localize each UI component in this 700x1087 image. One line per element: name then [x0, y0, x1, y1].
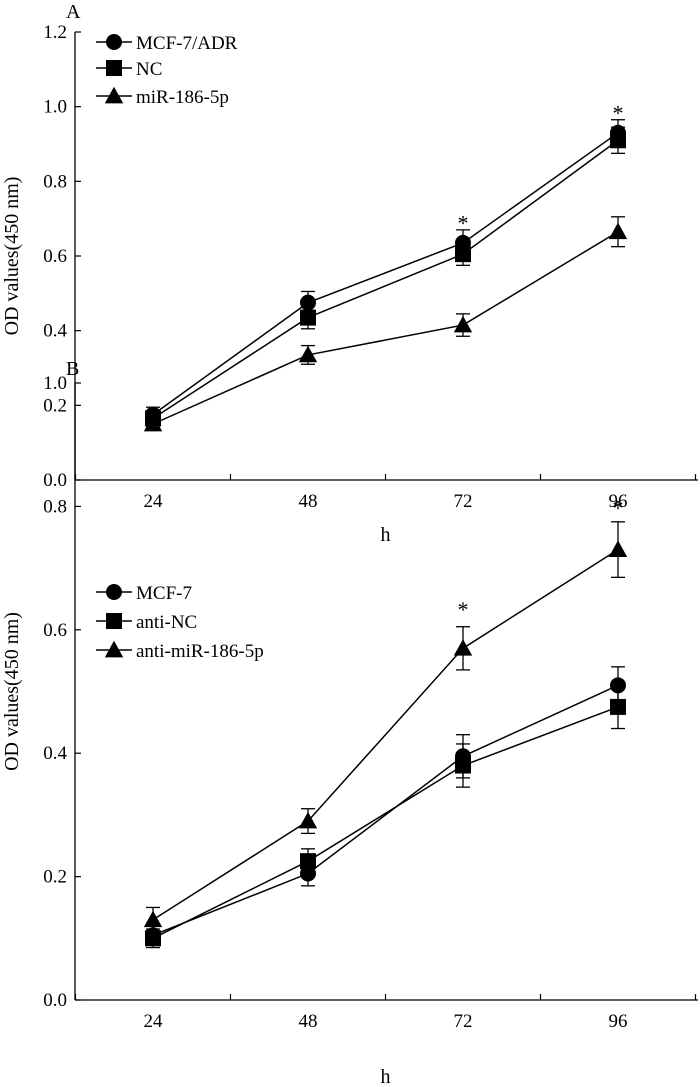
data-point	[610, 132, 626, 149]
chart-panel-a: A 0.0 0.2 0.4 0.6 0.8 1.0 1.2 24 48 72 96 h OD values…	[1, 1, 698, 546]
panel-letter: B	[66, 358, 79, 380]
data-point	[143, 910, 163, 928]
legend-marker	[104, 86, 124, 104]
legend-marker	[106, 613, 122, 629]
data-point	[300, 309, 316, 326]
y-tick-label: 0.0	[43, 990, 67, 1011]
legend-marker	[106, 60, 122, 76]
data-point	[455, 246, 471, 263]
significance-star: *	[613, 495, 624, 520]
legend-marker	[106, 584, 122, 600]
y-axis-title: OD values(450 nm)	[1, 612, 23, 771]
legend-marker	[106, 34, 122, 50]
y-tick-label: 1.0	[43, 97, 67, 118]
series-line	[152, 706, 619, 939]
y-tick-label: 0.6	[43, 620, 67, 641]
y-tick-label: 0.0	[43, 470, 67, 491]
significance-star: *	[458, 211, 469, 236]
series-line	[152, 548, 619, 921]
significance-star: *	[613, 101, 624, 126]
y-tick-label: 1.2	[43, 22, 67, 43]
legend-label: anti-miR-186-5p	[136, 641, 264, 662]
data-point	[143, 414, 163, 432]
series-anti-mir-186-5p	[143, 521, 628, 933]
legend-label: MCF-7/ADR	[136, 33, 238, 54]
y-tick-label: 0.2	[43, 395, 67, 416]
x-axis-title: h	[381, 1066, 391, 1087]
x-tick-label: 96	[609, 1011, 628, 1032]
x-tick-label: 72	[454, 1011, 473, 1032]
data-point	[455, 757, 471, 774]
y-tick-label: 0.8	[43, 496, 67, 517]
series-mir-186-5p	[143, 216, 628, 432]
x-tick-label: 96	[609, 491, 628, 512]
y-tick-label: 1.0	[43, 373, 67, 394]
significance-star: *	[458, 597, 469, 622]
legend-marker	[104, 640, 124, 658]
x-tick-label: 24	[144, 491, 164, 512]
data-point	[453, 315, 473, 333]
series-anti-nc	[145, 684, 626, 949]
legend-label: miR-186-5p	[136, 87, 229, 108]
x-tick-label: 72	[454, 491, 473, 512]
legend-label: NC	[136, 59, 162, 80]
series-line	[152, 684, 619, 936]
y-tick-label: 0.6	[43, 246, 67, 267]
y-tick-label: 0.2	[43, 867, 67, 888]
series-line	[152, 139, 619, 420]
data-point	[608, 540, 628, 557]
y-axis-title: OD values(450 nm)	[1, 177, 23, 336]
legend-label: anti-NC	[136, 612, 197, 633]
y-tick-label: 0.4	[43, 321, 67, 342]
data-point	[610, 698, 626, 715]
series-line	[152, 231, 619, 425]
y-tick-label: 0.8	[43, 171, 67, 192]
data-point	[145, 930, 161, 947]
x-axis-title: h	[381, 524, 391, 546]
series-line	[152, 132, 619, 416]
panel-letter: A	[66, 1, 81, 23]
series-mcf-7	[145, 666, 626, 946]
data-point	[298, 811, 318, 829]
data-point	[608, 222, 628, 240]
x-tick-label: 48	[299, 491, 318, 512]
x-tick-label: 24	[144, 1011, 164, 1032]
series-nc	[145, 126, 626, 427]
data-point	[298, 345, 318, 363]
chart-panel-b: B 0.0 0.2 0.4 0.6 0.8 1.0 24 48 72 96 h OD values(45…	[1, 358, 698, 1087]
data-point	[453, 639, 473, 656]
y-tick-label: 0.4	[43, 743, 67, 764]
data-point	[300, 853, 316, 870]
x-tick-label: 48	[299, 1011, 318, 1032]
legend-label: MCF-7	[136, 583, 192, 604]
